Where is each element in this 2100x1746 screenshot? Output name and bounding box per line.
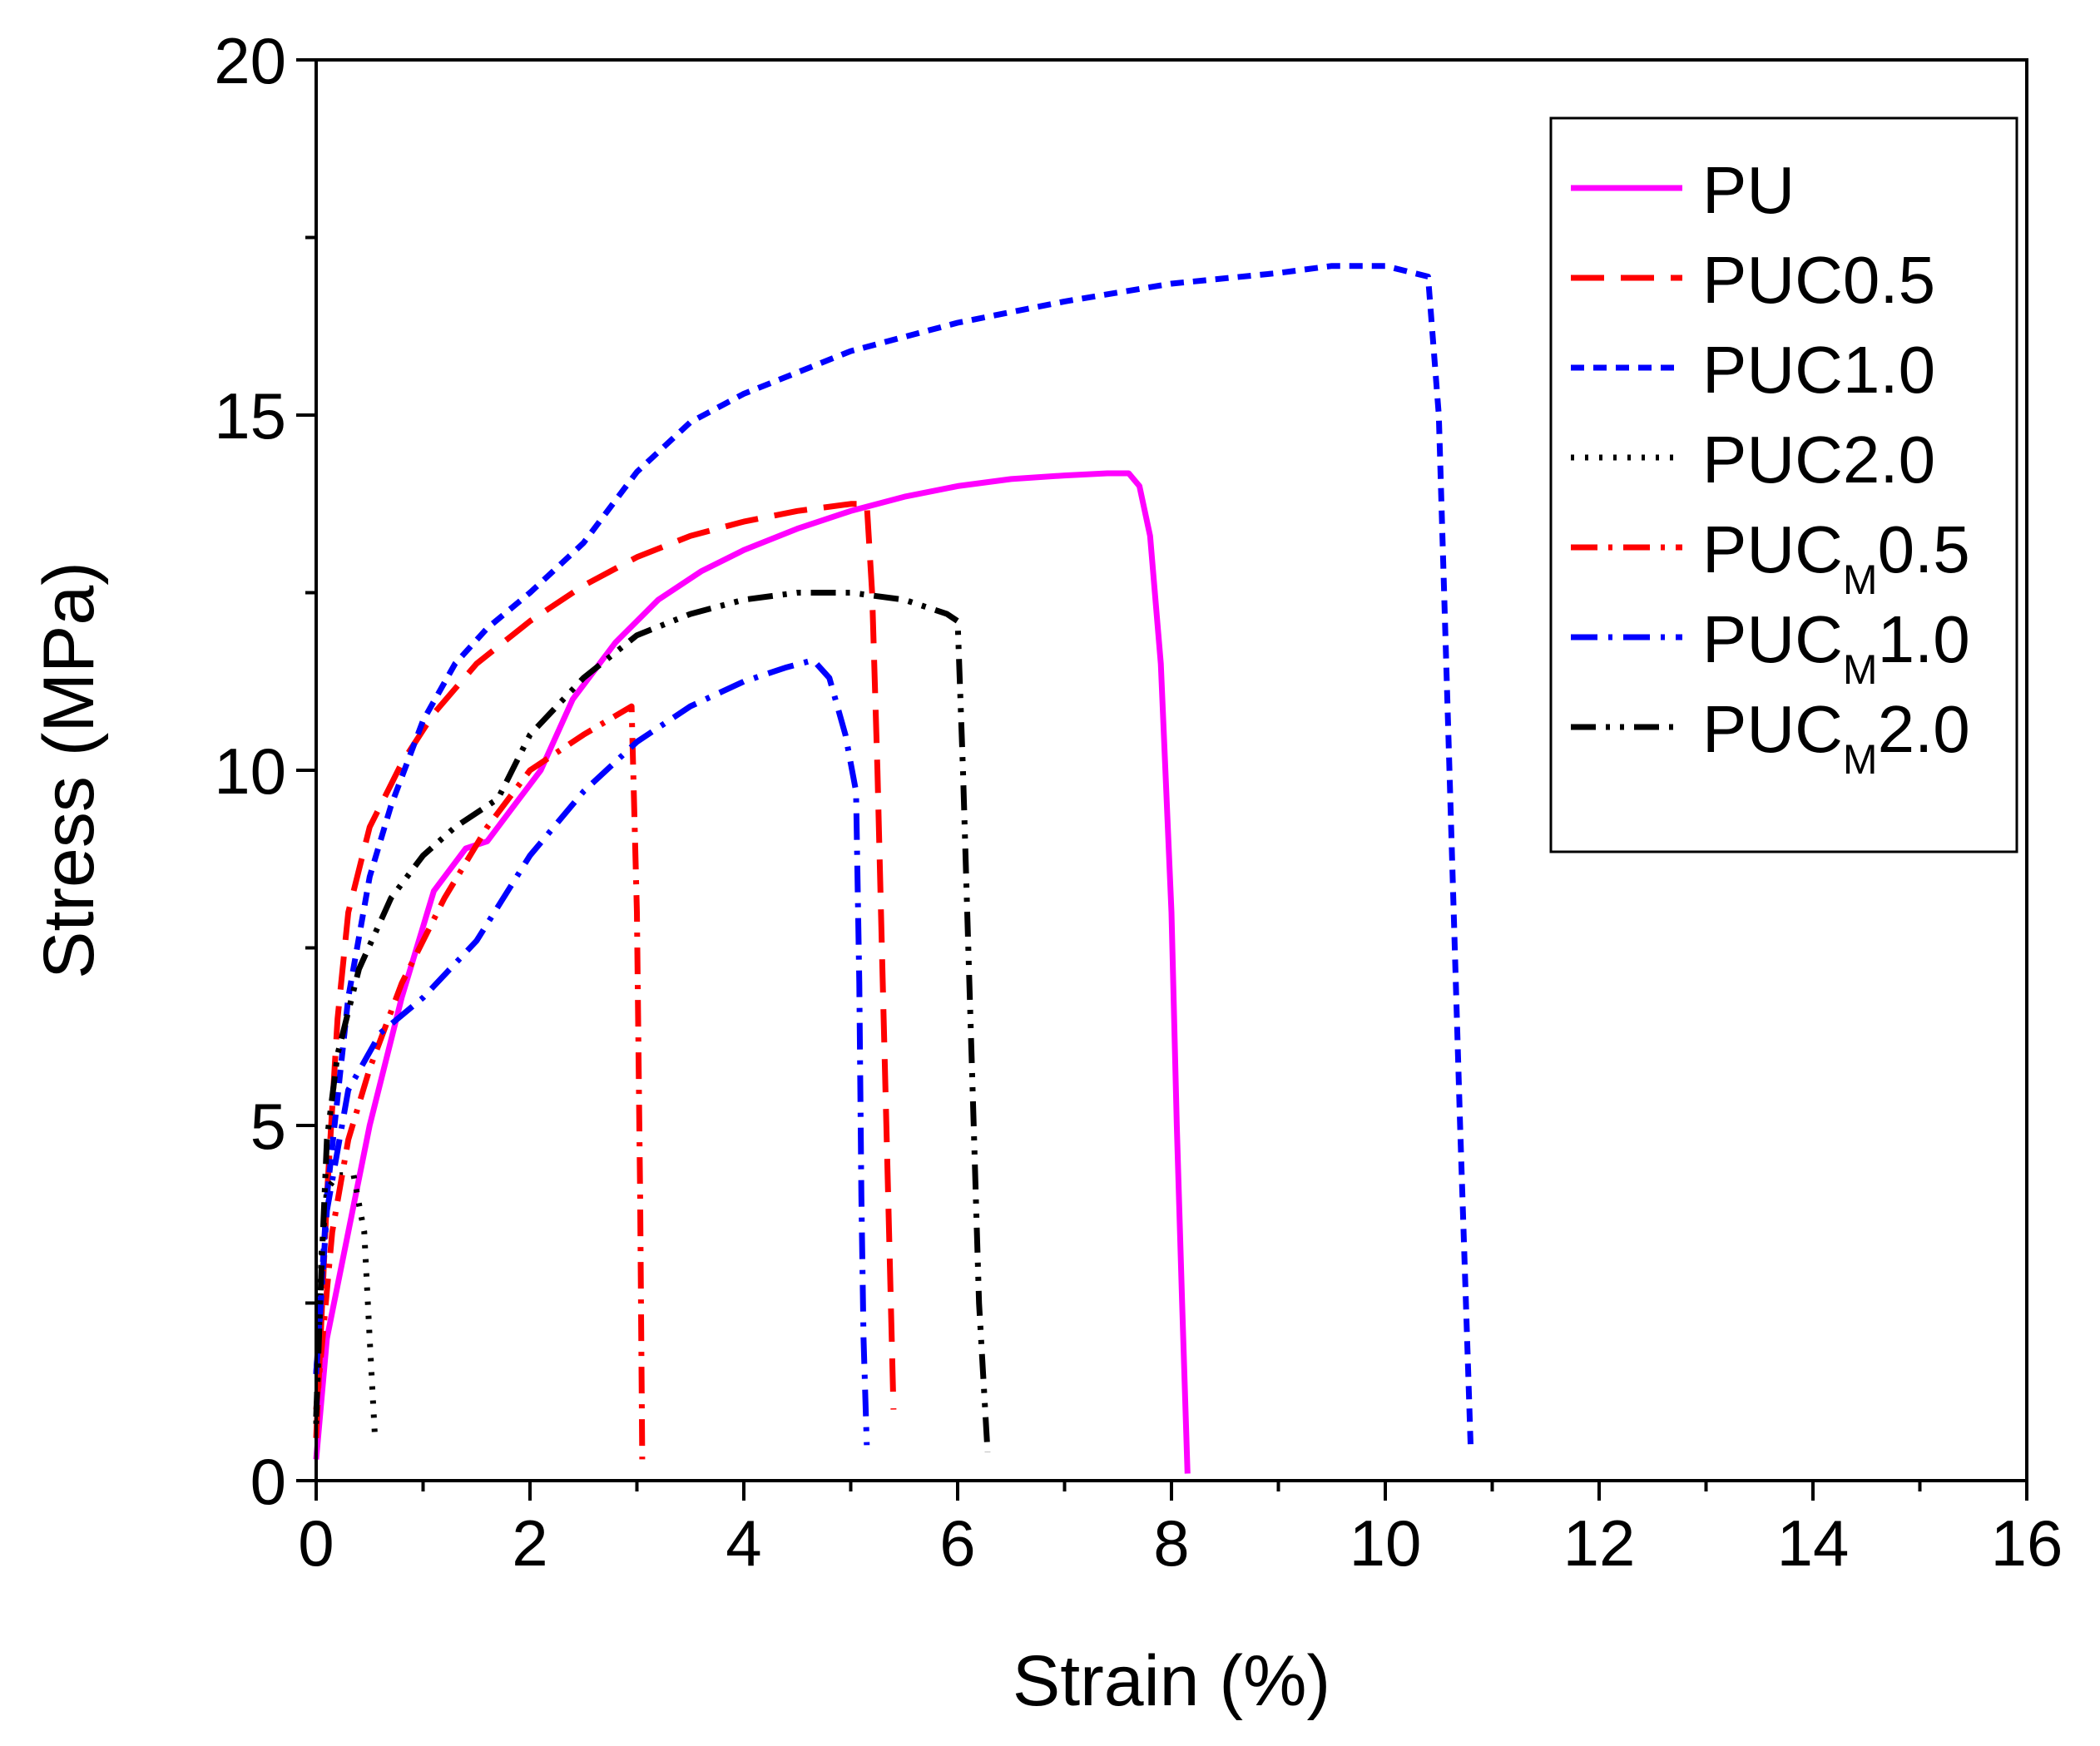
y-tick-label: 10 (214, 735, 286, 808)
series-line-puc0-5 (313, 501, 897, 1438)
legend-entries: PU PUC0.5 PUC1.0 PUC2.0 PUCM0.5PUCM1.0PUCM2.… (1571, 153, 1970, 783)
y-tick-label: 0 (250, 1445, 286, 1518)
x-axis-title: Strain (%) (1013, 1641, 1330, 1721)
legend-label: PUCM2.0 (1702, 692, 1970, 783)
legend-label: PUC0.5 (1702, 243, 1935, 317)
legend-label: PUCM1.0 (1702, 602, 1970, 693)
x-tick-label: 6 (939, 1506, 975, 1580)
x-tick-label: 2 (512, 1506, 547, 1580)
series-layer (313, 263, 1474, 1474)
series-line-pucm2-0 (313, 590, 991, 1453)
series-line-pu (313, 470, 1191, 1474)
x-tick-label: 8 (1153, 1506, 1189, 1580)
legend-label: PU (1702, 153, 1795, 227)
legend-label: PUC1.0 (1702, 333, 1935, 407)
x-tick-label: 4 (726, 1506, 761, 1580)
legend-frame (1549, 116, 2018, 853)
x-tick-label: 0 (298, 1506, 334, 1580)
x-tick-label: 16 (1991, 1506, 2063, 1580)
x-tick-label: 12 (1563, 1506, 1636, 1580)
tick-layer: 0 2 4 6 8 10 12 14 16 0 5 10 15 20 (214, 24, 2063, 1580)
legend-label: PUC2.0 (1702, 423, 1935, 497)
series-line-puc1-0 (313, 263, 1474, 1452)
legend-label: PUCM0.5 (1702, 512, 1970, 603)
y-tick-label: 20 (214, 24, 286, 97)
legend: PU PUC0.5 PUC1.0 PUC2.0 PUCM0.5PUCM1.0PUCM2.… (1549, 116, 2018, 853)
y-tick-label: 15 (214, 379, 286, 453)
x-tick-label: 14 (1777, 1506, 1850, 1580)
series-line-pucm0-5 (313, 703, 646, 1460)
y-axis-title: Stress (MPa) (29, 561, 109, 979)
y-tick-label: 5 (250, 1090, 286, 1163)
x-tick-label: 10 (1350, 1506, 1422, 1580)
